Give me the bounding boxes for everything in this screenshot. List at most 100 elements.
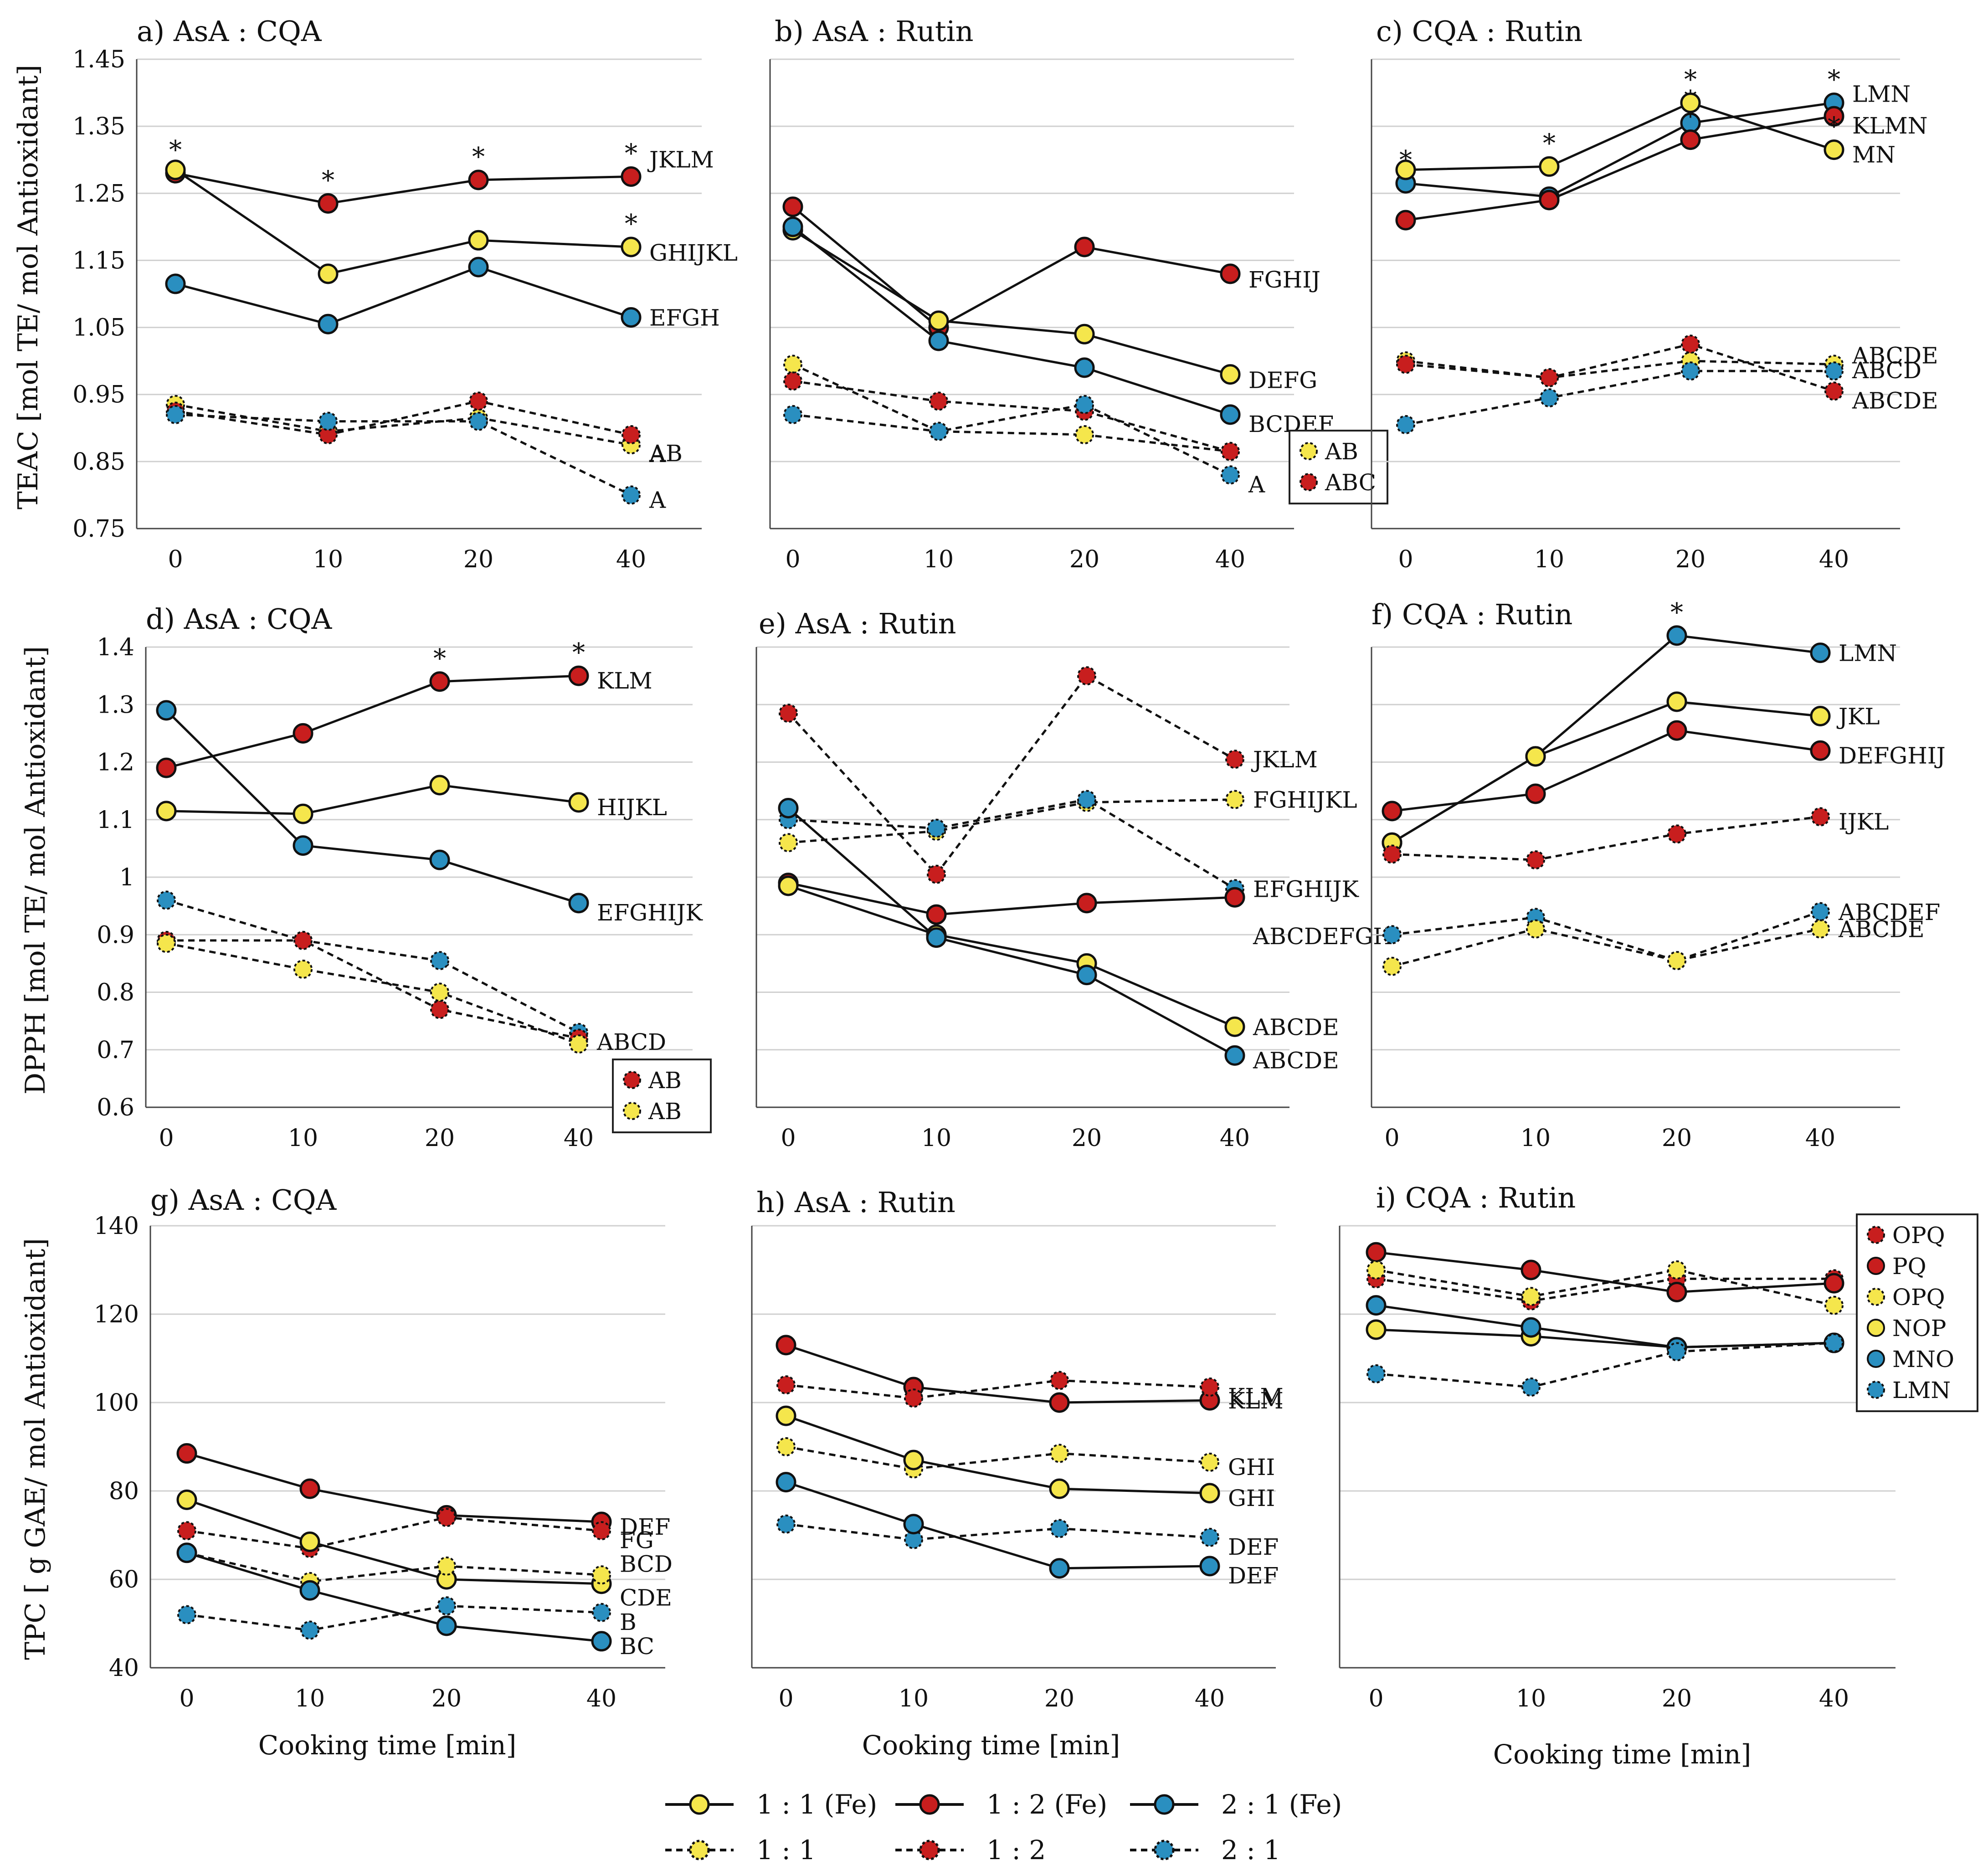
group-label: KLM [1228, 1383, 1284, 1410]
y-axis-label-dpph: DPPH [mol TE/ mol Antioxidant] [20, 646, 51, 1095]
series-b_s: BCDEF [782, 216, 1334, 437]
data-point [430, 982, 449, 1002]
data-point [568, 665, 589, 686]
data-point [166, 405, 185, 424]
data-point [622, 425, 641, 444]
data-point [1824, 361, 1844, 381]
panel-f: f) CQA : Rutin 0 10 20 40 * LMN JKL DEFGHIJ IJKL A… [1371, 598, 1946, 1152]
data-point [776, 1335, 796, 1356]
group-label: ABCDE [1253, 1014, 1339, 1040]
x-tick-label: 0 [179, 1685, 194, 1712]
series-line [792, 363, 1231, 453]
series-y_d: GHI [776, 1437, 1275, 1480]
data-point [468, 257, 489, 278]
data-point [1074, 236, 1095, 257]
group-label: GHIJKL [649, 240, 738, 266]
y-tick-label: 1.35 [72, 113, 125, 140]
data-point [1200, 1452, 1219, 1472]
legend-marker [1154, 1794, 1175, 1815]
y-tick-label: 0.7 [97, 1037, 134, 1064]
box-marker [1867, 1288, 1885, 1306]
group-label: CDE [620, 1585, 672, 1611]
panel-title-a: a) AsA : CQA [137, 15, 322, 48]
data-point [176, 1489, 197, 1510]
data-point [429, 775, 450, 796]
series-r_s: * * KLM [156, 638, 652, 778]
data-point [928, 330, 949, 351]
data-point [1667, 1342, 1686, 1362]
series-b_s: ABCDE [778, 798, 1339, 1074]
series-line [787, 674, 1236, 876]
data-point [1366, 1260, 1386, 1280]
data-point [436, 1615, 457, 1636]
x-tick-label: 20 [425, 1125, 455, 1152]
data-point [778, 798, 799, 818]
data-point [1074, 324, 1095, 344]
series-b_d: B [177, 1596, 637, 1640]
data-point [1200, 1377, 1219, 1397]
series-line [166, 942, 579, 1045]
group-label: LMN [1852, 81, 1911, 108]
series-r_d: IJKL [1382, 807, 1889, 870]
data-point [1666, 625, 1687, 646]
data-point [430, 951, 449, 971]
data-point [1382, 801, 1402, 822]
data-point [782, 196, 803, 217]
significance-star: * [1828, 112, 1840, 142]
x-tick-label: 10 [1534, 546, 1564, 573]
x-tick-label: 20 [1072, 1125, 1102, 1152]
data-point [1366, 1295, 1387, 1316]
panel-title-b: b) AsA : Rutin [775, 15, 974, 48]
data-point [1220, 404, 1241, 425]
series-line [788, 882, 1235, 916]
group-label: HIJKL [597, 794, 667, 821]
group-label: A [649, 487, 666, 513]
x-tick-label: 20 [1662, 1125, 1692, 1152]
data-point [903, 1514, 924, 1535]
chart-panels: a) AsA : CQA 0.75 0.85 0.95 1.05 1.15 1.25 1.35… [72, 15, 1978, 1712]
data-point [1824, 1273, 1844, 1294]
series-r_d [157, 930, 588, 1048]
series-y_d [157, 934, 588, 1054]
significance-star: * [1828, 65, 1840, 95]
series-r_s: DEFGHIJ [1382, 720, 1946, 822]
x-tick-label: 0 [168, 546, 183, 573]
series-b_d: ABCD [1396, 357, 1921, 434]
series-line [786, 1344, 1210, 1404]
data-point [779, 833, 798, 853]
data-point [1049, 1478, 1070, 1499]
data-point [1667, 824, 1686, 844]
x-tick-label: 0 [785, 546, 800, 573]
series-y_s: * * * MN [1395, 65, 1896, 180]
group-label: ABCD [1852, 357, 1921, 384]
box-label: AB [1325, 438, 1358, 465]
panel-i: i) CQA : Rutin 0 10 20 40 OPQ PQ OPQ NOP MNO LMN [1339, 1181, 1978, 1712]
data-point [165, 273, 186, 294]
data-point [1811, 807, 1830, 827]
series-line [792, 206, 1231, 329]
data-point [776, 1514, 796, 1534]
box-label: OPQ [1892, 1284, 1945, 1311]
series-line [166, 784, 579, 815]
group-label: GHI [1228, 1485, 1275, 1511]
x-tick-label: 20 [1675, 546, 1705, 573]
label-box [1856, 1213, 1978, 1412]
group-label: B [620, 1609, 637, 1635]
x-tick-label: 20 [432, 1685, 462, 1712]
data-point [1680, 129, 1701, 150]
series-line [166, 674, 579, 769]
data-point [1224, 1045, 1245, 1066]
data-point [468, 170, 489, 190]
data-point [293, 723, 313, 744]
series-line [1392, 815, 1821, 861]
group-label: JKLM [1251, 746, 1318, 773]
data-point [177, 1521, 196, 1541]
data-point [778, 875, 799, 896]
y-tick-label: 1 [119, 864, 134, 891]
panel-title-d: d) AsA : CQA [146, 602, 333, 636]
series-line [175, 413, 632, 496]
data-point [776, 1437, 796, 1456]
box-label: LMN [1892, 1377, 1951, 1403]
